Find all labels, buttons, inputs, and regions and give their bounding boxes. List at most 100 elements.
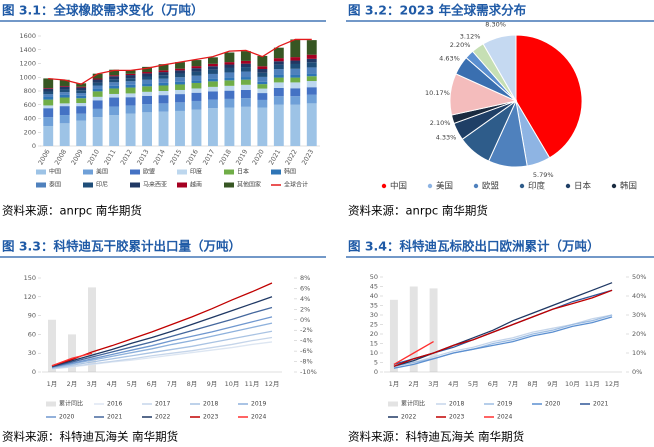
pie-label: 5.79% <box>533 171 554 179</box>
x-tick-label: 2017 <box>201 148 216 166</box>
figure-title: 图 3.1：全球橡胶需求变化（万吨） <box>2 3 204 18</box>
bar-segment <box>109 75 120 77</box>
bar-segment <box>240 106 251 146</box>
bar-segment <box>59 79 70 86</box>
bar-segment <box>306 62 317 68</box>
bar-segment <box>224 98 235 108</box>
bar-segment <box>224 64 235 68</box>
bar-segment <box>208 91 218 100</box>
x-tick-label: 6月 <box>147 380 158 388</box>
bar-segment <box>125 81 136 85</box>
bar <box>389 299 398 372</box>
bar-segment <box>142 86 152 92</box>
tick-label: 40% <box>632 292 646 300</box>
bar-segment <box>142 72 152 74</box>
bar <box>409 286 418 372</box>
figure-title: 图 3.4：科特迪瓦标胶出口欧洲累计（万吨） <box>348 239 600 254</box>
x-tick-label: 4月 <box>107 380 118 388</box>
bar-segment <box>76 83 87 87</box>
bar-segment <box>191 68 202 72</box>
bar-segment <box>125 70 136 74</box>
bar-segment <box>142 73 152 77</box>
bar-segment <box>109 88 120 94</box>
bar-segment <box>175 110 185 146</box>
bar-segment <box>142 83 152 87</box>
legend-label: 2022 <box>401 414 416 421</box>
series-line <box>51 352 93 367</box>
bar-segment <box>273 96 284 105</box>
tick-label: 50% <box>632 273 646 281</box>
bar-segment <box>257 88 268 94</box>
legend-swatch <box>177 182 187 188</box>
bar-segment <box>125 84 136 88</box>
bar-segment <box>142 66 152 73</box>
bar-segment <box>158 91 169 96</box>
tick-label: -10% <box>300 368 317 376</box>
legend-swatch <box>388 401 398 407</box>
bar-segment <box>158 82 169 86</box>
bar-segment <box>92 96 103 101</box>
bar-segment <box>273 64 284 70</box>
bar-segment <box>290 77 301 83</box>
bar-segment <box>158 95 169 104</box>
pie-label: 2.20% <box>450 41 471 49</box>
bar-segment <box>175 73 185 78</box>
tick-label: 40 <box>370 292 378 300</box>
x-tick-label: 7月 <box>508 380 519 388</box>
bar-segment <box>290 96 301 105</box>
x-tick-label: 2014 <box>152 148 167 166</box>
legend-label: 中国 <box>49 168 61 176</box>
bar-segment <box>208 78 218 82</box>
x-tick-label: 2021 <box>267 148 282 166</box>
bar-segment <box>290 68 301 75</box>
tick-label: 45 <box>370 283 378 291</box>
bar <box>48 319 56 372</box>
legend-label: 泰国 <box>49 181 61 189</box>
tick-label: 1600 <box>19 32 36 40</box>
tick-label: 120 <box>24 293 36 301</box>
bar-segment <box>175 89 185 95</box>
bar-segment <box>76 93 87 96</box>
bar-segment <box>273 47 284 59</box>
bar-segment <box>43 105 54 109</box>
bar-segment <box>290 60 301 64</box>
bar-segment <box>125 75 136 79</box>
bar-segment <box>43 126 54 146</box>
legend-label: 2024 <box>497 414 512 421</box>
tick-label: 4% <box>300 295 310 303</box>
x-tick-label: 5月 <box>468 380 479 388</box>
legend-label: 印度 <box>190 168 202 176</box>
bar-segment <box>273 77 284 83</box>
bar-segment <box>224 62 235 65</box>
bar-segment <box>43 88 54 92</box>
bar-segment <box>208 57 218 64</box>
series-line <box>393 316 613 369</box>
bar-segment <box>290 74 301 78</box>
legend-swatch <box>427 183 433 189</box>
bar-segment <box>43 94 54 97</box>
bar-segment <box>224 85 235 91</box>
tick-label: 0 <box>32 142 36 150</box>
bar-segment <box>92 85 103 89</box>
bar-segment <box>175 81 185 85</box>
legend-label: 2017 <box>155 401 170 408</box>
x-tick-label: 5月 <box>127 380 138 388</box>
x-tick-label: 10月 <box>225 380 240 388</box>
bar-segment <box>59 86 70 90</box>
legend-swatch <box>519 183 525 189</box>
legend-label: 韩国 <box>620 181 637 192</box>
bar-segment <box>158 78 169 83</box>
series-line <box>51 336 273 370</box>
source-note: 资料来源：科特迪瓦海关 南华期货 <box>348 430 524 444</box>
bar-segment <box>76 106 87 114</box>
bar-segment <box>109 115 120 146</box>
tick-label: -6% <box>300 347 313 355</box>
bar-segment <box>240 84 251 90</box>
legend-label: 2020 <box>545 401 560 408</box>
series-line <box>51 282 273 367</box>
bar-segment <box>76 120 87 146</box>
bar-segment <box>92 73 103 79</box>
bar <box>68 334 76 372</box>
bar-segment <box>175 94 185 103</box>
